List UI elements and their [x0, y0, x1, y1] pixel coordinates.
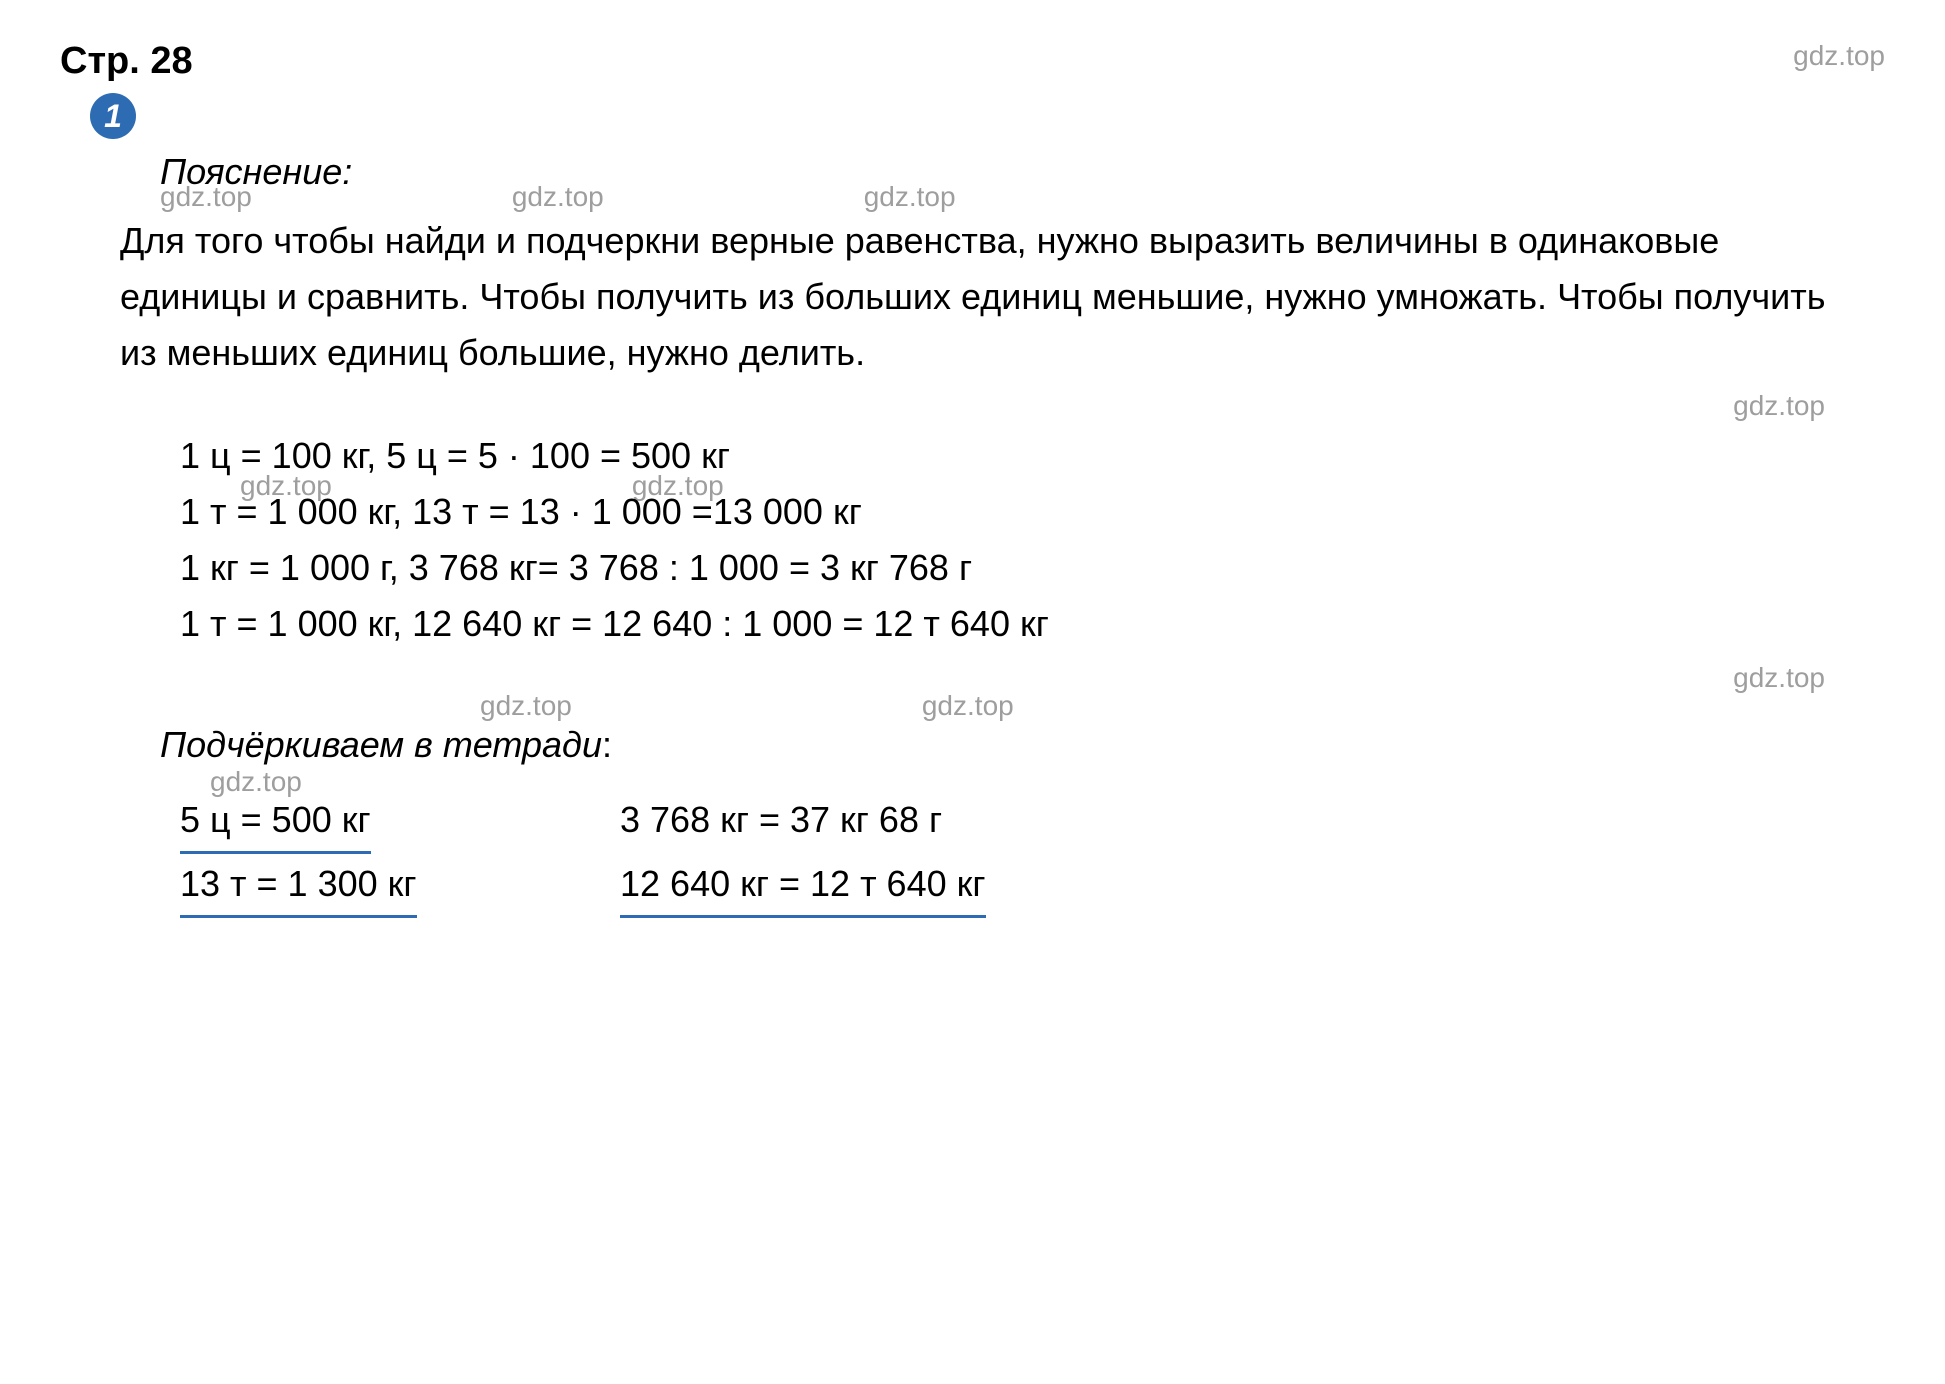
page-title: Стр. 28	[60, 40, 193, 83]
section-title-text: Подчёркиваем в тетради	[160, 724, 602, 765]
answer-2-1: 13 т = 1 300 кг	[180, 854, 620, 918]
answer-text-1-1: 5 ц = 500 кг	[180, 790, 371, 854]
watermark-inline-9: gdz.top	[922, 690, 1014, 722]
calc-line-4: 1 т = 1 000 кг, 12 640 кг = 12 640 : 1 0…	[180, 596, 1885, 652]
watermark-inline-3: gdz.top	[864, 181, 956, 213]
answer-text-2-2: 12 640 кг = 12 т 640 кг	[620, 854, 986, 918]
watermark-inline-4: gdz.top	[1733, 390, 1825, 421]
watermark-inline-1: gdz.top	[160, 181, 252, 213]
answer-text-2-1: 13 т = 1 300 кг	[180, 854, 417, 918]
answer-row-1: 5 ц = 500 кг 3 768 кг = 37 кг 68 г	[180, 790, 1885, 854]
section-title-colon: :	[602, 724, 612, 765]
watermark-inline-2: gdz.top	[512, 181, 604, 213]
header: Стр. 28 gdz.top	[60, 40, 1885, 83]
badge-number: 1	[104, 98, 122, 135]
watermark-right-mid: gdz.top	[60, 390, 1825, 422]
watermark-inline-8: gdz.top	[480, 690, 572, 722]
underline-section-title: Подчёркиваем в тетради:	[160, 724, 1885, 766]
explanation-body: Для того чтобы найди и подчеркни верные …	[120, 213, 1845, 380]
answer-2-2: 12 640 кг = 12 т 640 кг	[620, 854, 986, 918]
watermark-row-1: gdz.top gdz.top gdz.top	[160, 181, 1885, 213]
answer-row-2: 13 т = 1 300 кг 12 640 кг = 12 т 640 кг	[180, 854, 1885, 918]
watermark-inline-7: gdz.top	[1733, 662, 1825, 693]
answer-1-1: 5 ц = 500 кг	[180, 790, 620, 854]
calc-line-3: 1 кг = 1 000 г, 3 768 кг= 3 768 : 1 000 …	[180, 540, 1885, 596]
answer-1-2: 3 768 кг = 37 кг 68 г	[620, 790, 942, 854]
watermark-top-right: gdz.top	[1793, 40, 1885, 72]
exercise-badge: 1	[90, 93, 136, 139]
calc-line-2: 1 т = 1 000 кг, 13 т = 13 · 1 000 =13 00…	[180, 484, 1885, 540]
watermark-row-3: gdz.top gdz.top	[480, 690, 1885, 722]
answer-text-1-2: 3 768 кг = 37 кг 68 г	[620, 799, 942, 840]
